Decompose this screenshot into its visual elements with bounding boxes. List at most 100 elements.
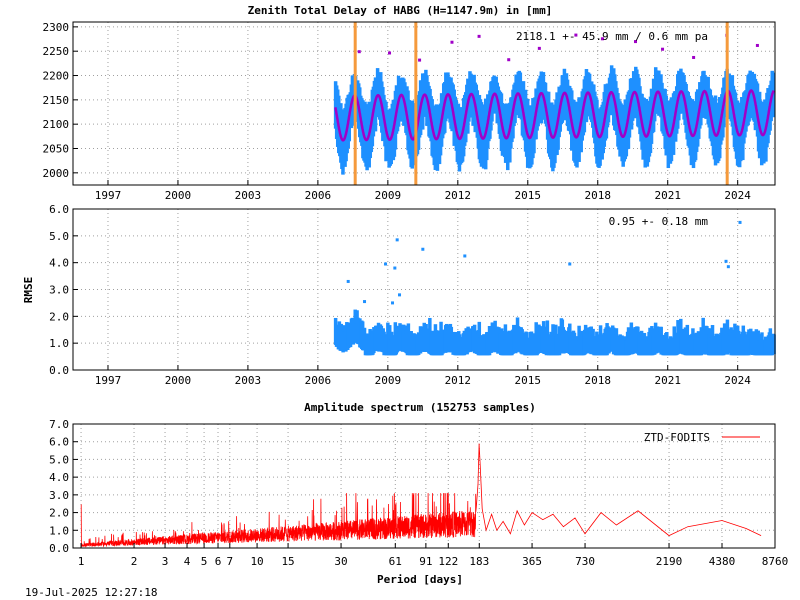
ztd-model-curve [334,89,775,142]
ztd-outlier [357,50,361,54]
ztd-x-tick-label: 1997 [95,189,122,202]
rmse-y-tick-label: 2.0 [49,310,69,323]
rmse-x-tick-label: 2012 [445,374,472,387]
spectrum-x-tick-label: 4 [184,555,191,568]
ztd-y-tick-label: 2000 [43,167,70,180]
spectrum-line [80,443,762,548]
spectrum-y-tick-label: 7.0 [49,418,69,431]
rmse-outlier [363,300,367,304]
ztd-x-tick-label: 2006 [305,189,332,202]
rmse-outlier [463,254,467,258]
ztd-outlier [537,46,541,50]
ztd-outlier [507,58,511,62]
spectrum-plot-frame [72,423,776,549]
rmse-outlier [738,220,742,224]
ztd-outlier [755,43,759,47]
rmse-x-tick-label: 2018 [585,374,612,387]
ztd-outlier [633,40,637,44]
rmse-y-tick-label: 0.0 [49,364,69,377]
rmse-x-tick-label: 2006 [305,374,332,387]
rmse-x-tick-label: 2000 [165,374,192,387]
rmse-y-tick-label: 1.0 [49,337,69,350]
ztd-x-tick-label: 2018 [585,189,612,202]
rmse-x-tick-label: 2003 [235,374,262,387]
ztd-y-tick-label: 2050 [43,143,70,156]
spectrum-x-tick-label: 7 [226,555,233,568]
amplitude-spectrum-panel: Amplitude spectrum (152753 samples) 0.0 1… [49,401,788,586]
ztd-outlier [661,47,665,51]
spectrum-x-tick-label: 3 [162,555,169,568]
rmse-outlier [393,266,397,270]
rmse-x-tick-label: 2009 [375,374,402,387]
spectrum-x-tick-label: 10 [250,555,263,568]
rmse-panel: 0.0 1.0 2.0 3.0 4.0 5.0 6.0 1997 2000 2003 2006 20… [22,203,776,387]
ztd-y-tick-label: 2250 [43,45,70,58]
ztd-outlier [477,34,481,38]
rmse-x-tick-label: 2015 [515,374,542,387]
spectrum-y-tick-label: 4.0 [49,471,69,484]
spectrum-x-tick-label: 8760 [762,555,789,568]
ztd-title: Zenith Total Delay of HABG (H=1147.9m) i… [248,4,553,17]
rmse-outlier [726,265,730,269]
ztd-outlier [388,51,392,55]
rmse-statistics-annotation: 0.95 +- 0.18 mm [609,215,709,228]
ztd-y-tick-label: 2200 [43,70,70,83]
spectrum-x-tick-label: 122 [438,555,458,568]
rmse-y-tick-label: 3.0 [49,284,69,297]
spectrum-x-tick-label: 365 [522,555,542,568]
spectrum-legend: ZTD-FODITS [644,431,760,444]
spectrum-x-tick-label: 6 [215,555,222,568]
ztd-x-tick-label: 2012 [445,189,472,202]
ztd-outlier [574,33,578,37]
spectrum-x-tick-label: 61 [389,555,402,568]
spectrum-x-tick-label: 15 [281,555,294,568]
ztd-y-tick-label: 2150 [43,94,70,107]
spectrum-x-tick-label: 2190 [656,555,683,568]
spectrum-y-tick-label: 5.0 [49,453,69,466]
rmse-outlier [346,279,350,283]
rmse-y-tick-label: 5.0 [49,230,69,243]
ztd-y-tick-label: 2100 [43,118,70,131]
ztd-outlier [692,55,696,59]
ztd-x-tick-label: 2015 [515,189,542,202]
ztd-time-series-panel: Zenith Total Delay of HABG (H=1147.9m) i… [43,4,776,202]
ztd-outlier [450,40,454,44]
spectrum-x-tick-label: 91 [419,555,432,568]
rmse-outlier [398,293,402,297]
rmse-outlier [384,262,388,266]
spectrum-x-axis-label: Period [days] [377,573,463,586]
ztd-x-tick-label: 2021 [654,189,681,202]
rmse-x-tick-label: 2024 [724,374,751,387]
ztd-outlier [600,37,604,41]
rmse-outlier [391,301,395,305]
spectrum-x-tick-label: 1 [78,555,85,568]
spectrum-y-tick-label: 1.0 [49,524,69,537]
rmse-x-tick-label: 2021 [654,374,681,387]
ztd-plot-frame [72,21,776,186]
spectrum-x-tick-label: 4380 [709,555,736,568]
spectrum-title: Amplitude spectrum (152753 samples) [304,401,536,414]
rmse-outlier [724,259,728,263]
spectrum-y-tick-label: 3.0 [49,489,69,502]
spectrum-x-tick-label: 183 [469,555,489,568]
spectrum-y-tick-label: 6.0 [49,436,69,449]
rmse-x-tick-label: 1997 [95,374,122,387]
ztd-x-tick-label: 2024 [724,189,751,202]
rmse-y-tick-label: 4.0 [49,257,69,270]
spectrum-legend-label: ZTD-FODITS [644,431,710,444]
ztd-x-tick-label: 2000 [165,189,192,202]
rmse-axis-label: RMSE [22,277,35,304]
rmse-outlier [421,247,425,251]
ztd-x-tick-label: 2009 [375,189,402,202]
ztd-statistics-annotation: 2118.1 +- 45.9 mm / 0.6 mm pa [516,30,708,43]
rmse-y-tick-label: 6.0 [49,203,69,216]
spectrum-x-tick-label: 30 [334,555,347,568]
rmse-data-band [772,334,776,355]
spectrum-y-tick-label: 2.0 [49,507,69,520]
ztd-x-tick-label: 2003 [235,189,262,202]
timestamp: 19-Jul-2025 12:27:18 [25,586,157,599]
spectrum-x-tick-label: 730 [575,555,595,568]
spectrum-x-tick-label: 5 [201,555,208,568]
spectrum-y-tick-label: 0.0 [49,542,69,555]
